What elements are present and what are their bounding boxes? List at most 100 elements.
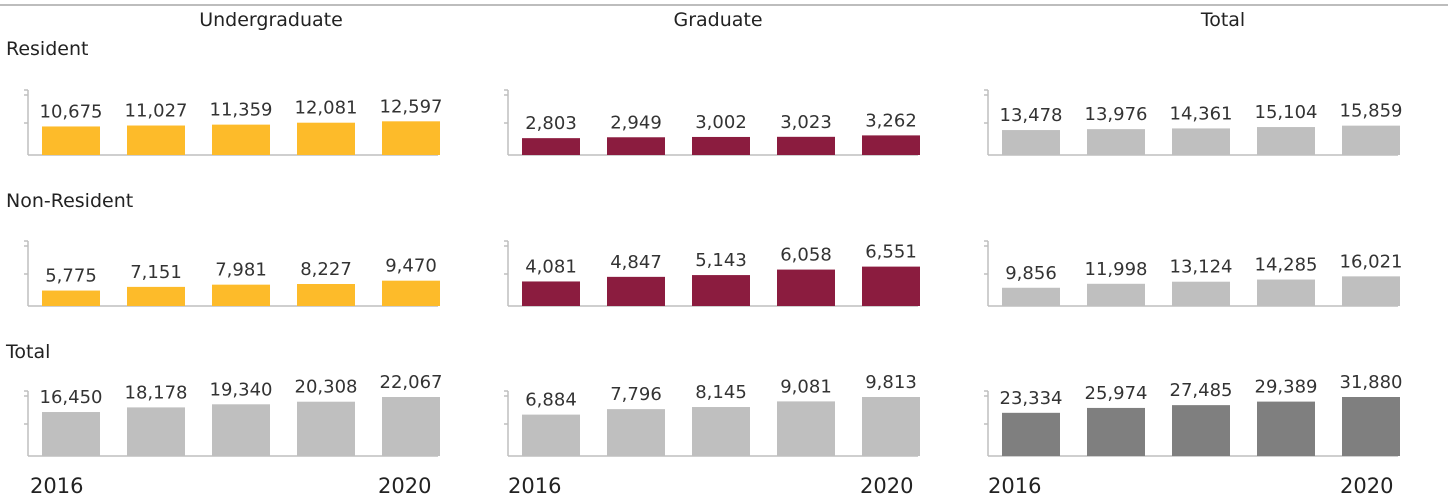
year-end-undergraduate: 2020 xyxy=(378,474,432,498)
bar-resident-graduate-2017 xyxy=(607,137,665,155)
label-total-undergraduate-2018: 19,340 xyxy=(210,379,273,400)
label-resident-total-2020: 15,859 xyxy=(1340,101,1403,122)
bar-total-undergraduate-2017 xyxy=(127,407,185,456)
label-total-undergraduate-2020: 22,067 xyxy=(380,372,443,393)
bar-resident-graduate-2016 xyxy=(522,138,580,155)
bar-resident-total-2017 xyxy=(1087,129,1145,155)
label-resident-graduate-2016: 2,803 xyxy=(525,113,577,134)
label-non-resident-undergraduate-2020: 9,470 xyxy=(385,256,437,277)
year-start-graduate: 2016 xyxy=(508,474,562,498)
bar-total-total-2016 xyxy=(1002,412,1060,456)
label-resident-total-2018: 14,361 xyxy=(1170,103,1233,124)
label-total-total-2020: 31,880 xyxy=(1340,372,1403,393)
bar-non-resident-total-2016 xyxy=(1002,287,1060,306)
label-non-resident-total-2020: 16,021 xyxy=(1340,251,1403,272)
label-total-total-2019: 29,389 xyxy=(1255,377,1318,398)
label-resident-total-2019: 15,104 xyxy=(1255,102,1318,123)
label-total-undergraduate-2019: 20,308 xyxy=(295,377,358,398)
bar-non-resident-total-2018 xyxy=(1172,281,1230,306)
bar-total-undergraduate-2020 xyxy=(382,397,440,456)
label-non-resident-graduate-2016: 4,081 xyxy=(525,256,577,277)
bar-total-total-2018 xyxy=(1172,405,1230,456)
label-total-graduate-2017: 7,796 xyxy=(610,384,662,405)
label-resident-graduate-2018: 3,002 xyxy=(695,112,747,133)
label-non-resident-undergraduate-2019: 8,227 xyxy=(300,259,352,280)
bar-resident-total-2016 xyxy=(1002,130,1060,155)
bar-non-resident-graduate-2016 xyxy=(522,281,580,306)
label-non-resident-graduate-2017: 4,847 xyxy=(610,252,662,273)
bar-non-resident-undergraduate-2017 xyxy=(127,286,185,306)
year-start-undergraduate: 2016 xyxy=(30,474,84,498)
bar-total-graduate-2017 xyxy=(607,409,665,456)
label-total-total-2016: 23,334 xyxy=(1000,388,1063,409)
label-total-total-2017: 25,974 xyxy=(1085,383,1148,404)
bar-total-total-2019 xyxy=(1257,401,1315,456)
label-resident-undergraduate-2016: 10,675 xyxy=(40,101,103,122)
label-non-resident-total-2017: 11,998 xyxy=(1085,259,1148,280)
bar-total-graduate-2016 xyxy=(522,414,580,456)
year-end-total: 2020 xyxy=(1340,474,1394,498)
column-header-graduate: Graduate xyxy=(673,9,763,31)
bar-total-graduate-2018 xyxy=(692,407,750,456)
year-start-total: 2016 xyxy=(988,474,1042,498)
bar-resident-graduate-2019 xyxy=(777,136,835,155)
bar-resident-undergraduate-2019 xyxy=(297,122,355,155)
label-resident-graduate-2019: 3,023 xyxy=(780,112,832,133)
label-non-resident-total-2018: 13,124 xyxy=(1170,257,1233,278)
bar-resident-total-2018 xyxy=(1172,128,1230,155)
label-non-resident-undergraduate-2016: 5,775 xyxy=(45,266,97,287)
label-total-undergraduate-2016: 16,450 xyxy=(40,387,103,408)
bar-non-resident-undergraduate-2016 xyxy=(42,290,100,306)
label-non-resident-graduate-2019: 6,058 xyxy=(780,245,832,266)
bar-resident-graduate-2020 xyxy=(862,135,920,155)
bar-resident-undergraduate-2017 xyxy=(127,125,185,155)
label-non-resident-graduate-2020: 6,551 xyxy=(865,242,917,263)
bar-total-total-2020 xyxy=(1342,397,1400,456)
label-non-resident-undergraduate-2017: 7,151 xyxy=(130,262,182,283)
bar-non-resident-undergraduate-2020 xyxy=(382,280,440,306)
bar-total-graduate-2019 xyxy=(777,401,835,456)
top-divider xyxy=(0,4,1448,6)
label-resident-total-2017: 13,976 xyxy=(1085,104,1148,125)
label-total-total-2018: 27,485 xyxy=(1170,380,1233,401)
bar-resident-undergraduate-2020 xyxy=(382,121,440,155)
label-total-graduate-2016: 6,884 xyxy=(525,390,577,411)
bar-total-total-2017 xyxy=(1087,407,1145,456)
bar-non-resident-graduate-2018 xyxy=(692,275,750,306)
label-non-resident-total-2019: 14,285 xyxy=(1255,255,1318,276)
column-header-total: Total xyxy=(1200,9,1246,31)
label-total-graduate-2018: 8,145 xyxy=(695,382,747,403)
label-total-graduate-2019: 9,081 xyxy=(780,376,832,397)
bar-non-resident-undergraduate-2019 xyxy=(297,284,355,306)
label-resident-undergraduate-2019: 12,081 xyxy=(295,98,358,119)
label-resident-undergraduate-2017: 11,027 xyxy=(125,101,188,122)
bar-resident-total-2020 xyxy=(1342,125,1400,155)
row-header-non-resident: Non-Resident xyxy=(6,190,134,212)
bar-total-undergraduate-2019 xyxy=(297,401,355,456)
label-total-graduate-2020: 9,813 xyxy=(865,372,917,393)
bar-total-undergraduate-2016 xyxy=(42,412,100,456)
bar-total-graduate-2020 xyxy=(862,397,920,456)
bar-non-resident-graduate-2017 xyxy=(607,276,665,306)
bar-resident-undergraduate-2016 xyxy=(42,126,100,155)
label-resident-undergraduate-2020: 12,597 xyxy=(380,96,443,117)
row-header-resident: Resident xyxy=(6,38,89,60)
year-end-graduate: 2020 xyxy=(860,474,914,498)
bar-non-resident-total-2017 xyxy=(1087,283,1145,306)
column-header-undergraduate: Undergraduate xyxy=(199,9,343,31)
bar-non-resident-undergraduate-2018 xyxy=(212,284,270,306)
label-resident-graduate-2020: 3,262 xyxy=(865,110,917,131)
label-total-undergraduate-2017: 18,178 xyxy=(125,382,188,403)
label-resident-total-2016: 13,478 xyxy=(1000,105,1063,126)
bar-resident-graduate-2018 xyxy=(692,136,750,155)
label-non-resident-total-2016: 9,856 xyxy=(1005,263,1057,284)
row-header-total: Total xyxy=(6,341,51,363)
label-resident-undergraduate-2018: 11,359 xyxy=(210,100,273,121)
bar-non-resident-graduate-2020 xyxy=(862,266,920,306)
bar-total-undergraduate-2018 xyxy=(212,404,270,456)
bar-non-resident-graduate-2019 xyxy=(777,269,835,306)
bar-resident-total-2019 xyxy=(1257,127,1315,155)
bar-non-resident-total-2019 xyxy=(1257,279,1315,306)
label-resident-graduate-2017: 2,949 xyxy=(610,112,662,133)
